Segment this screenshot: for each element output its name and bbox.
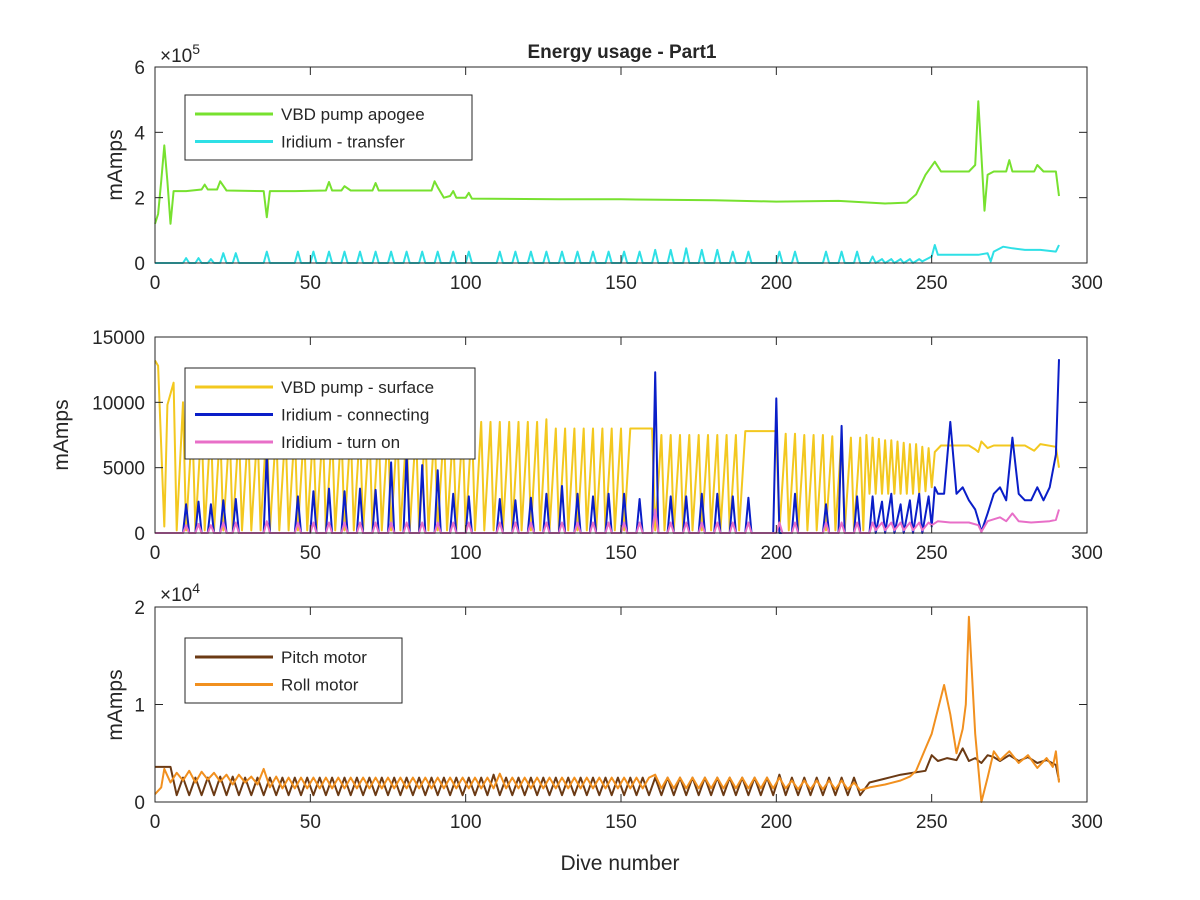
y-tick-label: 0: [134, 254, 145, 275]
y-tick-label: 2: [134, 189, 145, 210]
x-tick-label: 300: [1071, 812, 1103, 833]
y-axis-label-bottom: mAmps: [104, 669, 127, 740]
legend-label-1: VBD pump apogee: [281, 105, 425, 124]
legend-label-2: Iridium - transfer: [281, 133, 405, 152]
plot-area: [155, 607, 1087, 802]
x-tick-label: 150: [605, 273, 637, 294]
x-tick-label: 50: [300, 543, 321, 564]
legend-label-3: Iridium - turn on: [281, 433, 400, 452]
series-line-2: [154, 615, 1060, 803]
x-tick-label: 0: [150, 812, 161, 833]
y-tick-label: 6: [134, 58, 145, 79]
x-tick-label: 100: [450, 543, 482, 564]
panel-bottom: ×104 mAmps Dive number 0 50 100 150 200 250 30…: [104, 580, 1103, 875]
legend-box: [184, 637, 403, 704]
x-tick-label: 0: [150, 543, 161, 564]
y-exponent-top: ×105: [160, 41, 200, 67]
panel-top: Energy usage - Part1 ×105 mAmps 0 50 100 15…: [104, 41, 1103, 294]
x-tick-label: 50: [300, 273, 321, 294]
y-tick-label: 2: [134, 598, 145, 619]
x-tick-label: 200: [760, 543, 792, 564]
legend-label-2: Roll motor: [281, 676, 359, 695]
y-tick-label: 15000: [92, 328, 145, 349]
y-tick-label: 1: [134, 696, 145, 717]
x-tick-label: 250: [916, 812, 948, 833]
x-tick-label: 150: [605, 812, 637, 833]
y-tick-label: 0: [134, 793, 145, 814]
y-tick-label: 10000: [92, 393, 145, 414]
x-axis-label: Dive number: [560, 852, 679, 875]
legend-label-2: Iridium - connecting: [281, 406, 429, 425]
panel-middle: mAmps 0 50 100 150 200 250 300 0 5000 10000 15000 V…: [50, 328, 1103, 564]
x-tick-label: 200: [760, 812, 792, 833]
x-tick-label: 100: [450, 812, 482, 833]
legend-label-1: Pitch motor: [281, 648, 367, 667]
series-line-1: [154, 359, 1060, 532]
x-tick-label: 300: [1071, 273, 1103, 294]
x-tick-label: 200: [760, 273, 792, 294]
y-tick-label: 4: [134, 123, 145, 144]
y-tick-label: 5000: [103, 459, 145, 480]
series-line-1: [154, 100, 1060, 225]
x-tick-label: 250: [916, 543, 948, 564]
y-exponent-bottom: ×104: [160, 580, 200, 606]
chart-title: Energy usage - Part1: [527, 42, 716, 63]
x-tick-label: 250: [916, 273, 948, 294]
x-tick-label: 150: [605, 543, 637, 564]
y-axis-label-top: mAmps: [104, 129, 127, 200]
y-tick-label: 0: [134, 524, 145, 545]
legend-box: [184, 94, 473, 161]
y-axis-label-middle: mAmps: [50, 399, 73, 470]
x-tick-label: 0: [150, 273, 161, 294]
x-tick-label: 50: [300, 812, 321, 833]
x-tick-label: 100: [450, 273, 482, 294]
legend-label-1: VBD pump - surface: [281, 378, 434, 397]
x-tick-label: 300: [1071, 543, 1103, 564]
